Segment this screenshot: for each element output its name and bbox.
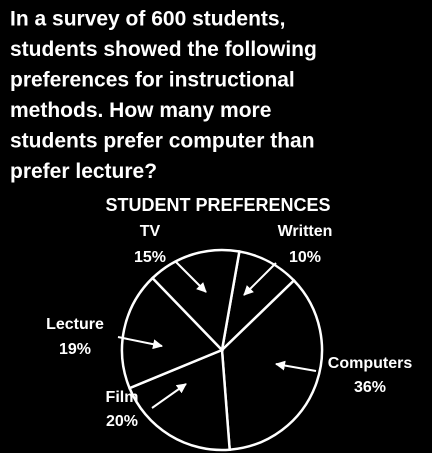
slice-value-label: 10% [289, 249, 321, 266]
slice-label: TV [140, 223, 161, 240]
slice-value-label: 19% [59, 341, 91, 358]
pie-slice [150, 248, 241, 353]
slice-value-label: 20% [106, 413, 138, 430]
label-arrow [175, 261, 207, 293]
pie-slice [120, 276, 225, 390]
slice-label: Lecture [46, 316, 104, 333]
label-arrow [117, 336, 163, 350]
question-line: methods. How many more [10, 99, 271, 122]
chart-title: STUDENT PREFERENCES [105, 195, 330, 215]
question-line: students prefer computer than [10, 130, 315, 153]
slice-label: Computers [328, 355, 413, 372]
slice-label: Film [106, 389, 139, 406]
question-line: preferences for instructional [10, 69, 295, 92]
label-arrow [243, 262, 277, 296]
label-arrow [151, 383, 187, 409]
pie-slice [127, 348, 232, 452]
pie-slice [220, 278, 324, 452]
slice-label: Written [278, 223, 333, 240]
question-line: prefer lecture? [10, 160, 157, 183]
label-arrow [275, 360, 317, 372]
question-line: students showed the following [10, 38, 317, 61]
question-line: In a survey of 600 students, [10, 8, 285, 31]
slice-value-label: 15% [134, 249, 166, 266]
slice-value-label: 36% [354, 379, 386, 396]
